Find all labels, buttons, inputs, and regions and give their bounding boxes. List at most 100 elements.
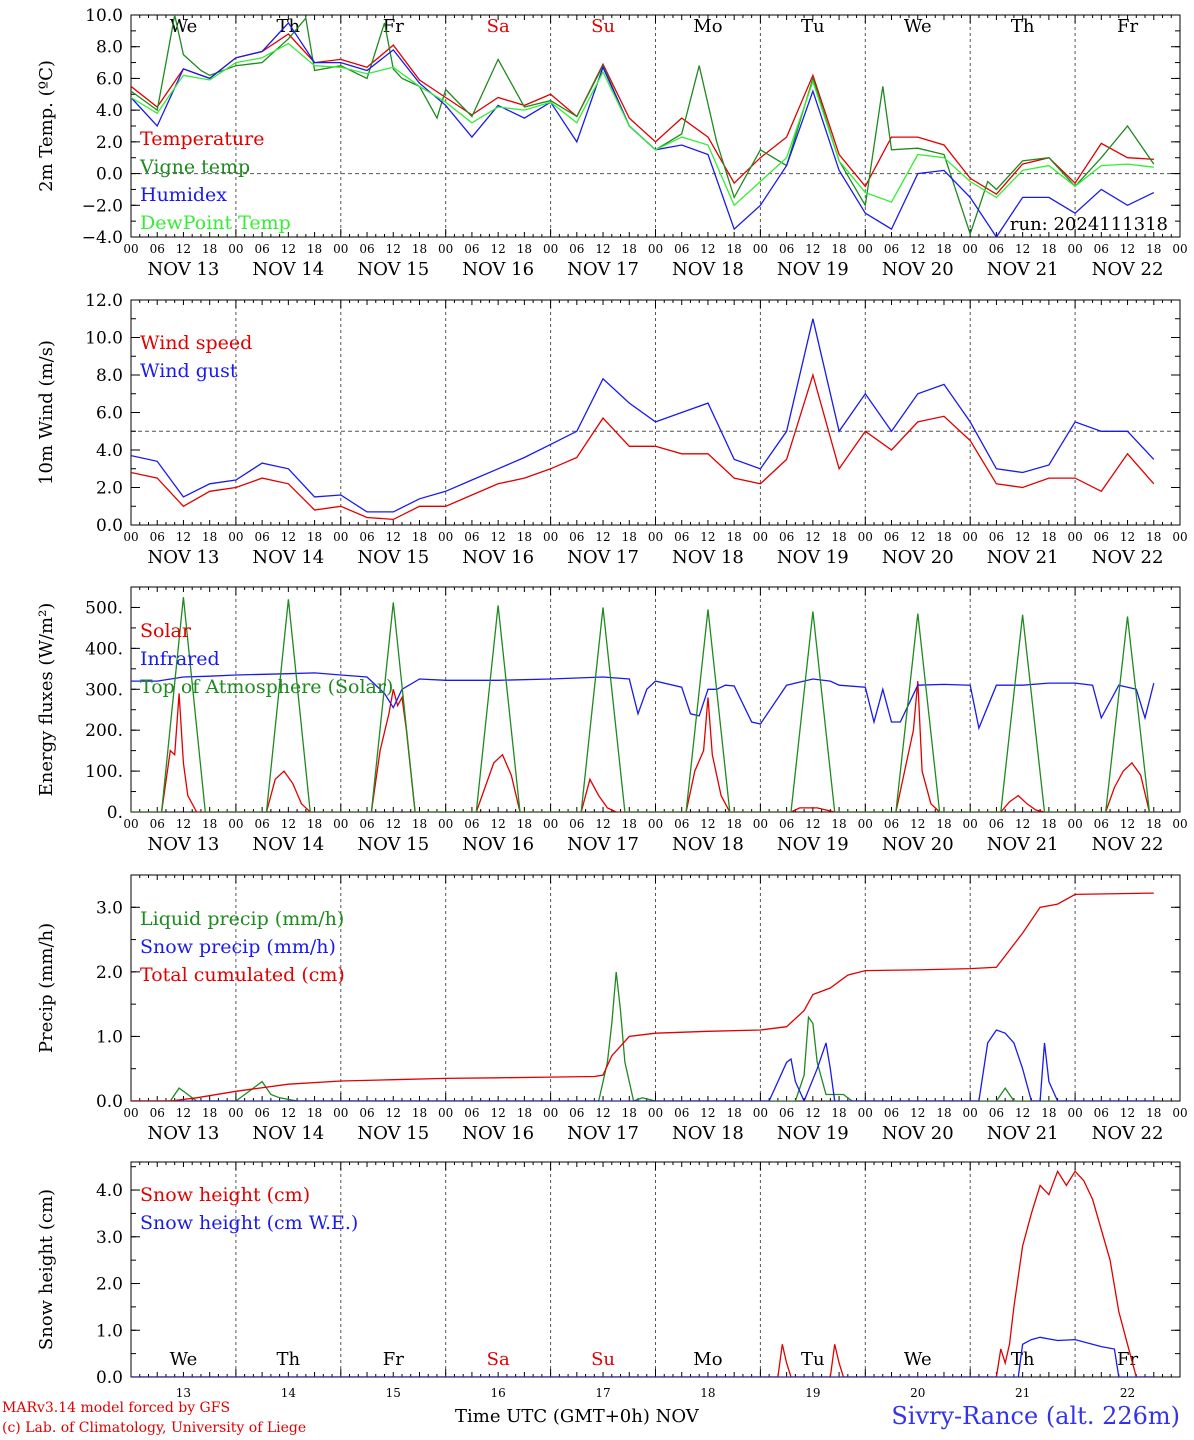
hour-tick-label: 06 xyxy=(464,817,479,831)
hour-tick-label: 12 xyxy=(700,817,715,831)
hour-tick-label: 06 xyxy=(989,817,1004,831)
hour-tick-label: 12 xyxy=(1120,1106,1135,1120)
hour-tick-label: 18 xyxy=(831,242,846,256)
hour-tick-label: 18 xyxy=(1041,1106,1056,1120)
date-label: NOV 20 xyxy=(882,834,954,855)
hour-tick-label: 06 xyxy=(989,242,1004,256)
hour-tick-label: 06 xyxy=(884,1106,899,1120)
series-group xyxy=(131,15,1155,237)
hour-tick-label: 06 xyxy=(674,1106,689,1120)
plot-frame xyxy=(130,299,1181,526)
hour-tick-label: 12 xyxy=(910,1106,925,1120)
weekday-label: Th xyxy=(1011,16,1035,37)
hour-tick-label: 12 xyxy=(595,530,610,544)
legend-entry: Wind gust xyxy=(140,360,238,382)
hour-tick-label: 18 xyxy=(412,242,427,256)
y-tick-label: 2.0 xyxy=(96,1275,123,1295)
hour-tick-label: 06 xyxy=(254,817,269,831)
hour-tick-label: 06 xyxy=(779,817,794,831)
hour-tick-label: 00 xyxy=(963,242,978,256)
hour-tick-label: 18 xyxy=(202,530,217,544)
hour-tick-label: 06 xyxy=(464,530,479,544)
series-line-total-cumulated-cm- xyxy=(131,892,1154,1101)
hour-tick-label: 12 xyxy=(176,1106,191,1120)
hour-tick-label: 00 xyxy=(753,817,768,831)
date-label: NOV 18 xyxy=(672,1123,744,1144)
hour-tick-label: 00 xyxy=(753,530,768,544)
date-label: NOV 21 xyxy=(987,259,1059,280)
series-group xyxy=(131,892,1154,1101)
legend-entry: Wind speed xyxy=(140,332,252,354)
hour-tick-label: 00 xyxy=(438,817,453,831)
hour-tick-label: 12 xyxy=(176,817,191,831)
hour-tick-label: 00 xyxy=(333,530,348,544)
y-tick-label: 2.0 xyxy=(96,479,123,499)
hour-tick-label: 06 xyxy=(150,1106,165,1120)
hour-tick-label: 00 xyxy=(858,530,873,544)
hour-tick-label: 06 xyxy=(150,242,165,256)
hour-tick-label: 18 xyxy=(412,1106,427,1120)
hour-tick-label: 06 xyxy=(254,530,269,544)
hour-tick-label: 18 xyxy=(727,242,742,256)
hour-tick-label: 18 xyxy=(202,1106,217,1120)
hour-tick-label: 18 xyxy=(412,817,427,831)
hour-tick-label: 12 xyxy=(1015,1106,1030,1120)
hour-tick-label: 12 xyxy=(176,242,191,256)
hour-tick-label: 12 xyxy=(595,1106,610,1120)
hour-tick-label: 18 xyxy=(307,242,322,256)
hour-tick-label: 06 xyxy=(1094,1106,1109,1120)
hour-tick-label: 00 xyxy=(228,530,243,544)
y-tick-label: 12.0 xyxy=(85,291,123,311)
y-tick-label: 300. xyxy=(85,680,123,700)
y-tick-label: 6.0 xyxy=(96,404,123,424)
hour-tick-label: 18 xyxy=(517,242,532,256)
hour-tick-label: 06 xyxy=(884,242,899,256)
hour-tick-label: 06 xyxy=(674,817,689,831)
weekday-label: Su xyxy=(591,1349,615,1370)
hour-tick-label: 12 xyxy=(491,817,506,831)
hour-tick-label: 00 xyxy=(753,242,768,256)
date-label: NOV 13 xyxy=(148,1123,220,1144)
day-number-label: 19 xyxy=(805,1386,820,1400)
legend-entry: Snow precip (mm/h) xyxy=(140,936,336,958)
y-axis-label: Snow height (cm) xyxy=(36,1189,57,1350)
hour-tick-label: 00 xyxy=(648,817,663,831)
weekday-label: Th xyxy=(1011,1349,1035,1370)
legend-entry: Humidex xyxy=(140,184,227,206)
y-tick-label: 10.0 xyxy=(85,6,123,26)
hour-tick-label: 06 xyxy=(1094,530,1109,544)
hour-tick-label: 12 xyxy=(281,817,296,831)
y-tick-label: 3.0 xyxy=(96,898,123,918)
series-line-wind-speed xyxy=(131,372,1155,521)
hour-tick-label: 12 xyxy=(595,817,610,831)
hour-tick-label: 18 xyxy=(622,530,637,544)
hour-tick-label: 00 xyxy=(438,530,453,544)
hour-tick-label: 18 xyxy=(1041,242,1056,256)
panel-4: 00 06 12 18 00 06 12 18 00 06 12 18 00 06 12 18 00 06 12 18… xyxy=(36,874,1188,1144)
hour-tick-label: 00 xyxy=(123,1106,138,1120)
date-label: NOV 16 xyxy=(462,1123,534,1144)
hour-tick-label: 06 xyxy=(1094,242,1109,256)
date-label: NOV 18 xyxy=(672,834,744,855)
hour-tick-label: 18 xyxy=(1041,817,1056,831)
y-tick-label: 0.0 xyxy=(96,165,123,185)
hour-tick-label: 06 xyxy=(569,530,584,544)
hour-tick-label: 12 xyxy=(281,242,296,256)
hour-tick-label: 18 xyxy=(307,817,322,831)
hour-tick-label: 06 xyxy=(884,530,899,544)
series-group xyxy=(131,597,1155,812)
lab-credit: (c) Lab. of Climatology, University of L… xyxy=(2,1420,307,1436)
series-line-wind-gust xyxy=(131,318,1155,513)
legend-entry: Temperature xyxy=(140,128,264,150)
hour-tick-label: 00 xyxy=(1067,242,1082,256)
y-tick-label: 4.0 xyxy=(96,441,123,461)
y-tick-label: 500. xyxy=(85,598,123,618)
hour-tick-label: 18 xyxy=(412,530,427,544)
series-line-snow-height-cm-w-e- xyxy=(131,1336,1154,1377)
y-tick-label: 10.0 xyxy=(85,329,123,349)
hour-tick-label: 06 xyxy=(989,530,1004,544)
hour-tick-label: 12 xyxy=(281,1106,296,1120)
weekday-label: Th xyxy=(277,1349,301,1370)
hour-tick-label: 06 xyxy=(150,530,165,544)
hour-tick-label: 12 xyxy=(700,242,715,256)
